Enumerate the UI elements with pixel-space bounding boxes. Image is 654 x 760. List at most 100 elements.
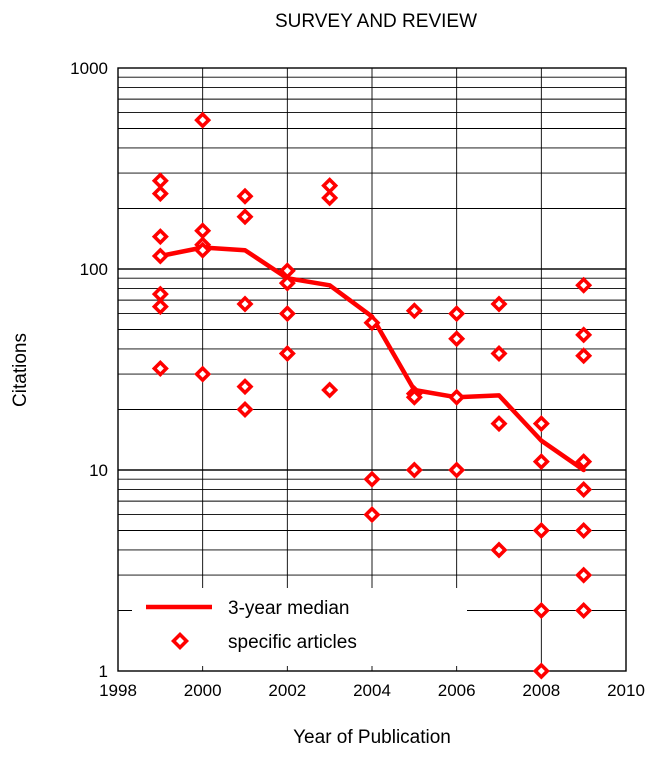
article-marker-center bbox=[283, 267, 291, 275]
article-marker-center bbox=[283, 349, 291, 357]
y-tick-label: 100 bbox=[80, 260, 108, 279]
article-marker-center bbox=[326, 386, 334, 394]
article-marker bbox=[575, 522, 593, 540]
article-marker bbox=[490, 344, 508, 362]
article-marker bbox=[321, 177, 339, 195]
article-marker bbox=[448, 461, 466, 479]
article-marker bbox=[236, 295, 254, 313]
article-marker bbox=[236, 378, 254, 396]
article-marker-center bbox=[410, 393, 418, 401]
article-marker-center bbox=[580, 485, 588, 493]
article-marker bbox=[490, 541, 508, 559]
article-marker-center bbox=[495, 349, 503, 357]
y-tick-label: 10 bbox=[89, 461, 108, 480]
article-marker bbox=[363, 470, 381, 488]
x-tick-label: 2000 bbox=[184, 681, 222, 700]
article-marker bbox=[575, 566, 593, 584]
article-marker-center bbox=[368, 511, 376, 519]
article-marker-center bbox=[580, 352, 588, 360]
article-marker-center bbox=[453, 310, 461, 318]
article-marker bbox=[532, 522, 550, 540]
article-marker-center bbox=[156, 190, 164, 198]
x-tick-label: 2010 bbox=[607, 681, 645, 700]
article-marker-center bbox=[453, 466, 461, 474]
grid bbox=[118, 68, 626, 671]
article-marker-center bbox=[241, 405, 249, 413]
x-tick-label: 2006 bbox=[438, 681, 476, 700]
series-layer bbox=[151, 111, 593, 680]
article-marker bbox=[151, 298, 169, 316]
article-marker-center bbox=[199, 227, 207, 235]
article-marker bbox=[575, 453, 593, 471]
article-marker bbox=[151, 359, 169, 377]
article-marker bbox=[448, 305, 466, 323]
article-marker-center bbox=[537, 458, 545, 466]
article-marker-center bbox=[156, 290, 164, 298]
article-marker bbox=[448, 330, 466, 348]
article-marker-center bbox=[241, 300, 249, 308]
y-tick-label: 1000 bbox=[70, 59, 108, 78]
article-marker-center bbox=[537, 527, 545, 535]
article-marker bbox=[278, 344, 296, 362]
article-marker-center bbox=[241, 192, 249, 200]
article-marker bbox=[575, 601, 593, 619]
article-marker bbox=[151, 228, 169, 246]
article-marker bbox=[151, 172, 169, 190]
y-tick-label: 1 bbox=[99, 662, 108, 681]
article-marker bbox=[151, 185, 169, 203]
article-marker-center bbox=[368, 319, 376, 327]
article-marker bbox=[151, 285, 169, 303]
article-marker bbox=[532, 453, 550, 471]
legend-background bbox=[132, 588, 467, 666]
legend-marker-swatch-center bbox=[176, 637, 184, 645]
article-marker-center bbox=[326, 194, 334, 202]
article-marker-center bbox=[156, 364, 164, 372]
article-marker bbox=[278, 305, 296, 323]
article-marker bbox=[363, 314, 381, 332]
article-marker bbox=[490, 415, 508, 433]
article-marker-center bbox=[580, 571, 588, 579]
article-marker-center bbox=[410, 466, 418, 474]
article-marker bbox=[321, 381, 339, 399]
article-marker bbox=[490, 295, 508, 313]
article-marker bbox=[575, 480, 593, 498]
legend-label-median: 3-year median bbox=[228, 598, 349, 619]
article-marker-center bbox=[537, 420, 545, 428]
article-marker-center bbox=[241, 383, 249, 391]
article-marker-center bbox=[580, 458, 588, 466]
article-marker-center bbox=[495, 300, 503, 308]
x-tick-labels: 1998 2000 2002 2004 2006 2008 2010 bbox=[99, 681, 645, 700]
article-marker-center bbox=[199, 370, 207, 378]
article-marker-center bbox=[410, 307, 418, 315]
article-marker bbox=[194, 365, 212, 383]
x-axis-label: Year of Publication bbox=[293, 727, 451, 748]
article-marker-center bbox=[580, 331, 588, 339]
y-tick-labels: 1 10 100 1000 bbox=[70, 59, 108, 681]
article-marker-center bbox=[368, 475, 376, 483]
article-marker bbox=[532, 662, 550, 680]
article-marker bbox=[236, 400, 254, 418]
article-marker bbox=[405, 388, 423, 406]
article-marker-center bbox=[495, 420, 503, 428]
article-marker bbox=[575, 326, 593, 344]
article-marker-center bbox=[580, 606, 588, 614]
article-marker bbox=[194, 111, 212, 129]
y-axis-label: Citations bbox=[10, 333, 31, 407]
article-marker-center bbox=[156, 177, 164, 185]
article-marker bbox=[278, 274, 296, 292]
article-marker-center bbox=[156, 303, 164, 311]
x-tick-label: 2002 bbox=[268, 681, 306, 700]
article-marker-center bbox=[537, 606, 545, 614]
article-marker-center bbox=[326, 182, 334, 190]
article-marker-center bbox=[241, 213, 249, 221]
plot-frame bbox=[117, 67, 627, 672]
article-marker-center bbox=[495, 546, 503, 554]
article-marker-center bbox=[453, 335, 461, 343]
x-tick-label: 2008 bbox=[522, 681, 560, 700]
article-marker-center bbox=[453, 393, 461, 401]
article-marker bbox=[532, 601, 550, 619]
article-marker bbox=[532, 415, 550, 433]
article-marker bbox=[194, 222, 212, 240]
